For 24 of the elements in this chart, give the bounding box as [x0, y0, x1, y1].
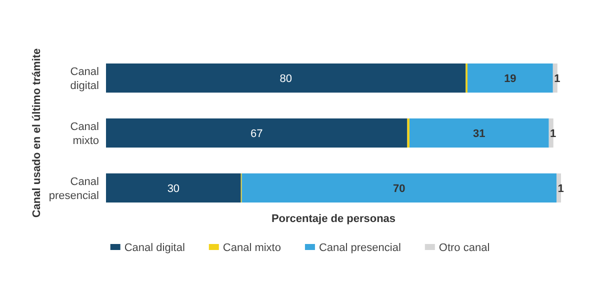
data-label: 31 — [473, 128, 486, 140]
data-label: 70 — [393, 182, 406, 195]
bar — [106, 63, 466, 93]
data-label: 67 — [250, 128, 263, 140]
y-tick-label: Canal mixto — [70, 120, 99, 147]
data-label: 30 — [167, 182, 180, 195]
bar — [106, 118, 408, 148]
y-tick-label: Canal presencial — [48, 176, 99, 202]
data-label: 1 — [558, 182, 564, 195]
legend-label: Otro canal — [438, 242, 490, 254]
y-tick-label: Canal digital — [70, 66, 99, 92]
legend-label: Canal presencial — [318, 242, 401, 254]
legend-label: Canal mixto — [222, 242, 281, 254]
data-label: 80 — [280, 72, 292, 85]
data-label: 19 — [504, 72, 516, 85]
legend-label: Canal digital — [124, 242, 185, 254]
bar — [242, 173, 557, 203]
bar — [467, 63, 553, 93]
data-label: 1 — [554, 72, 560, 85]
data-label: 1 — [550, 128, 556, 140]
bar — [409, 118, 549, 148]
bar — [106, 173, 241, 203]
x-axis-title: Porcentaje de personas — [271, 213, 396, 225]
y-axis-title: Canal usado en el último trámite — [31, 48, 43, 218]
